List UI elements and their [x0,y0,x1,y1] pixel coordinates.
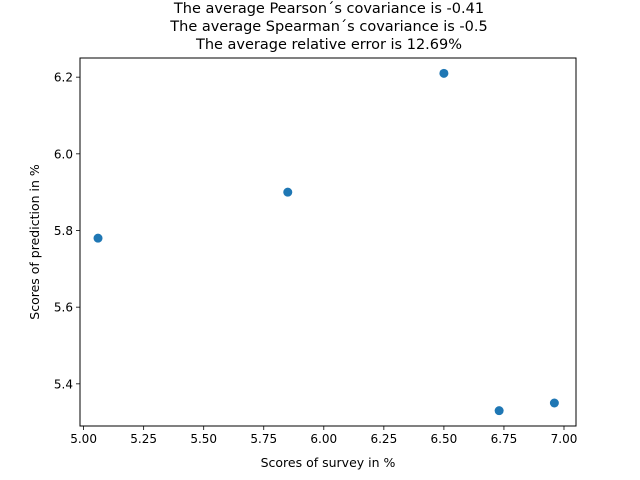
data-point [439,68,449,78]
plot-area [79,57,577,427]
x-tick-label: 6.75 [491,432,518,446]
x-tick-label: 5.75 [250,432,277,446]
data-point [549,398,559,408]
data-points [93,68,559,416]
x-tick-label: 5.25 [130,432,157,446]
x-tick-label: 6.00 [310,432,337,446]
y-tick-label: 5.4 [54,377,73,391]
title-line-3: The average relative error is 12.69% [195,37,462,53]
x-tick-label: 6.50 [431,432,458,446]
y-tick-label: 6.2 [54,71,73,85]
data-point [494,406,504,416]
x-tick-label: 5.50 [190,432,217,446]
data-point [283,187,293,197]
y-axis: 5.4 5.6 5.8 6.0 6.2 [54,71,80,391]
x-tick-label: 7.00 [551,432,578,446]
title-line-2: The average Spearman´s covariance is -0.… [169,19,487,35]
y-tick-label: 6.0 [54,147,73,161]
data-point [93,233,103,243]
y-axis-label: Scores of prediction in % [27,164,42,320]
x-tick-label: 5.00 [70,432,97,446]
chart-title: The average Pearson´s covariance is -0.4… [169,1,487,53]
x-axis: 5.00 5.25 5.50 5.75 6.00 6.25 6.50 6.75 7.00 [70,426,577,446]
y-tick-label: 5.6 [54,301,73,315]
y-tick-label: 5.8 [54,224,73,238]
x-axis-label: Scores of survey in % [261,455,396,470]
x-tick-label: 6.25 [370,432,397,446]
title-line-1: The average Pearson´s covariance is -0.4… [173,1,484,17]
